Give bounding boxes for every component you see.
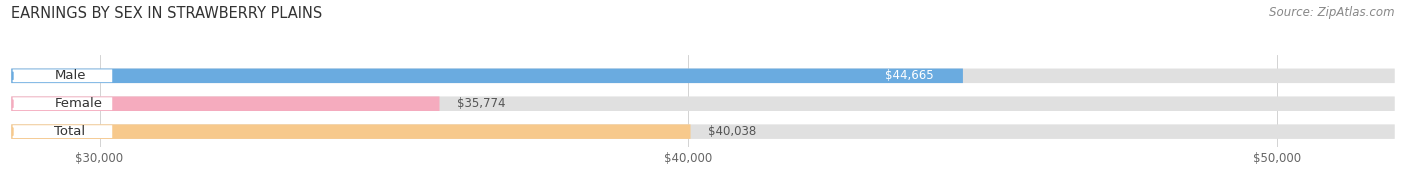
FancyBboxPatch shape	[11, 124, 690, 139]
FancyBboxPatch shape	[11, 124, 1395, 139]
Text: $35,774: $35,774	[457, 97, 506, 110]
FancyBboxPatch shape	[11, 69, 963, 83]
Text: Male: Male	[55, 69, 86, 82]
FancyBboxPatch shape	[13, 69, 112, 82]
Text: Source: ZipAtlas.com: Source: ZipAtlas.com	[1270, 6, 1395, 19]
FancyBboxPatch shape	[11, 96, 440, 111]
FancyBboxPatch shape	[13, 125, 112, 138]
Text: $40,038: $40,038	[709, 125, 756, 138]
FancyBboxPatch shape	[13, 97, 112, 110]
Text: EARNINGS BY SEX IN STRAWBERRY PLAINS: EARNINGS BY SEX IN STRAWBERRY PLAINS	[11, 6, 322, 21]
FancyBboxPatch shape	[11, 96, 1395, 111]
FancyBboxPatch shape	[11, 69, 1395, 83]
Text: $44,665: $44,665	[884, 69, 934, 82]
Text: Female: Female	[55, 97, 103, 110]
Text: Total: Total	[55, 125, 86, 138]
